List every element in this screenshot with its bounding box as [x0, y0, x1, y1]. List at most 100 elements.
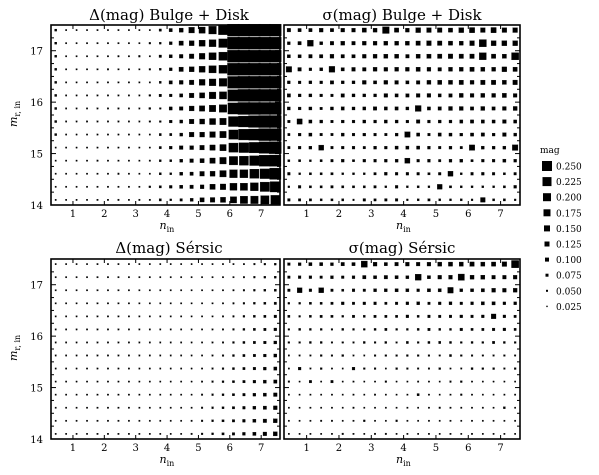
data-marker — [512, 27, 518, 33]
data-marker — [352, 159, 355, 162]
data-marker — [248, 142, 260, 154]
data-marker — [492, 172, 496, 176]
data-marker — [427, 172, 431, 176]
legend-marker — [546, 289, 548, 292]
data-marker — [54, 380, 57, 383]
data-marker — [199, 53, 206, 60]
data-marker — [362, 198, 366, 202]
data-marker — [65, 406, 68, 409]
data-marker — [219, 157, 227, 165]
data-marker — [159, 302, 162, 305]
data-marker — [512, 40, 518, 46]
data-marker — [330, 146, 334, 150]
data-marker — [117, 159, 120, 162]
data-marker — [298, 419, 301, 422]
data-marker — [54, 81, 57, 84]
data-marker — [437, 288, 442, 293]
legend-marker — [544, 225, 550, 232]
data-marker — [471, 432, 473, 435]
data-marker — [384, 341, 387, 344]
data-marker — [502, 327, 506, 331]
data-marker — [75, 406, 78, 409]
data-marker — [319, 93, 323, 97]
data-marker — [373, 93, 377, 98]
data-marker — [351, 41, 356, 46]
markers — [287, 260, 519, 435]
data-marker — [298, 393, 301, 396]
data-marker — [168, 54, 173, 59]
data-marker — [65, 341, 68, 344]
data-marker — [428, 419, 430, 422]
data-marker — [229, 156, 238, 166]
data-marker — [258, 50, 271, 63]
data-marker — [319, 262, 323, 266]
panel-title-delta-sersic: Δ(mag) Sérsic — [115, 239, 222, 257]
data-marker — [107, 68, 109, 71]
data-marker — [492, 419, 495, 422]
data-marker — [481, 145, 485, 150]
data-marker — [242, 315, 246, 318]
data-marker — [96, 172, 99, 175]
data-marker — [480, 106, 485, 111]
data-marker — [503, 433, 506, 435]
data-marker — [514, 406, 517, 409]
data-marker — [148, 29, 151, 31]
data-marker — [298, 275, 302, 279]
data-marker — [190, 406, 193, 409]
x-tick-label: 6 — [465, 443, 471, 454]
data-marker — [199, 131, 205, 138]
legend-marker — [543, 209, 551, 217]
data-marker — [341, 367, 344, 370]
data-marker — [417, 367, 420, 370]
data-marker — [330, 198, 334, 202]
data-marker — [382, 26, 390, 34]
data-marker — [383, 275, 388, 280]
data-marker — [208, 39, 217, 47]
data-marker — [384, 393, 387, 396]
data-marker — [503, 406, 506, 409]
data-marker — [438, 172, 442, 176]
data-marker — [460, 367, 463, 370]
data-marker — [273, 301, 277, 305]
data-marker — [492, 367, 495, 370]
data-marker — [373, 133, 377, 137]
data-marker — [263, 328, 267, 331]
data-marker — [128, 120, 130, 123]
data-marker — [512, 79, 518, 85]
data-marker — [179, 132, 183, 137]
x-tick-label: 5 — [433, 209, 439, 220]
data-marker — [263, 289, 267, 292]
data-marker — [273, 314, 277, 318]
data-marker — [159, 341, 162, 344]
data-marker — [54, 172, 57, 175]
data-marker — [128, 55, 130, 58]
data-marker — [372, 27, 378, 33]
data-marker — [201, 289, 203, 292]
data-marker — [362, 67, 367, 72]
data-marker — [169, 380, 172, 383]
legend-label: 0.025 — [556, 303, 582, 313]
data-marker — [374, 393, 376, 396]
data-marker — [189, 171, 194, 176]
data-marker — [148, 315, 151, 318]
data-marker — [309, 341, 312, 344]
data-marker — [438, 159, 442, 163]
data-marker — [416, 185, 420, 189]
data-marker — [437, 53, 443, 59]
data-marker — [96, 120, 99, 123]
data-marker — [65, 315, 68, 318]
data-marker — [219, 131, 227, 138]
data-marker — [448, 53, 453, 59]
data-marker — [179, 172, 183, 176]
data-marker — [287, 120, 291, 123]
data-marker — [341, 275, 345, 279]
data-marker — [54, 328, 57, 331]
data-marker — [341, 406, 344, 409]
data-marker — [86, 302, 88, 305]
data-marker — [352, 172, 355, 175]
data-marker — [190, 419, 193, 422]
data-marker — [340, 262, 345, 267]
data-marker — [96, 107, 99, 110]
data-marker — [128, 185, 130, 188]
data-marker — [362, 106, 367, 111]
